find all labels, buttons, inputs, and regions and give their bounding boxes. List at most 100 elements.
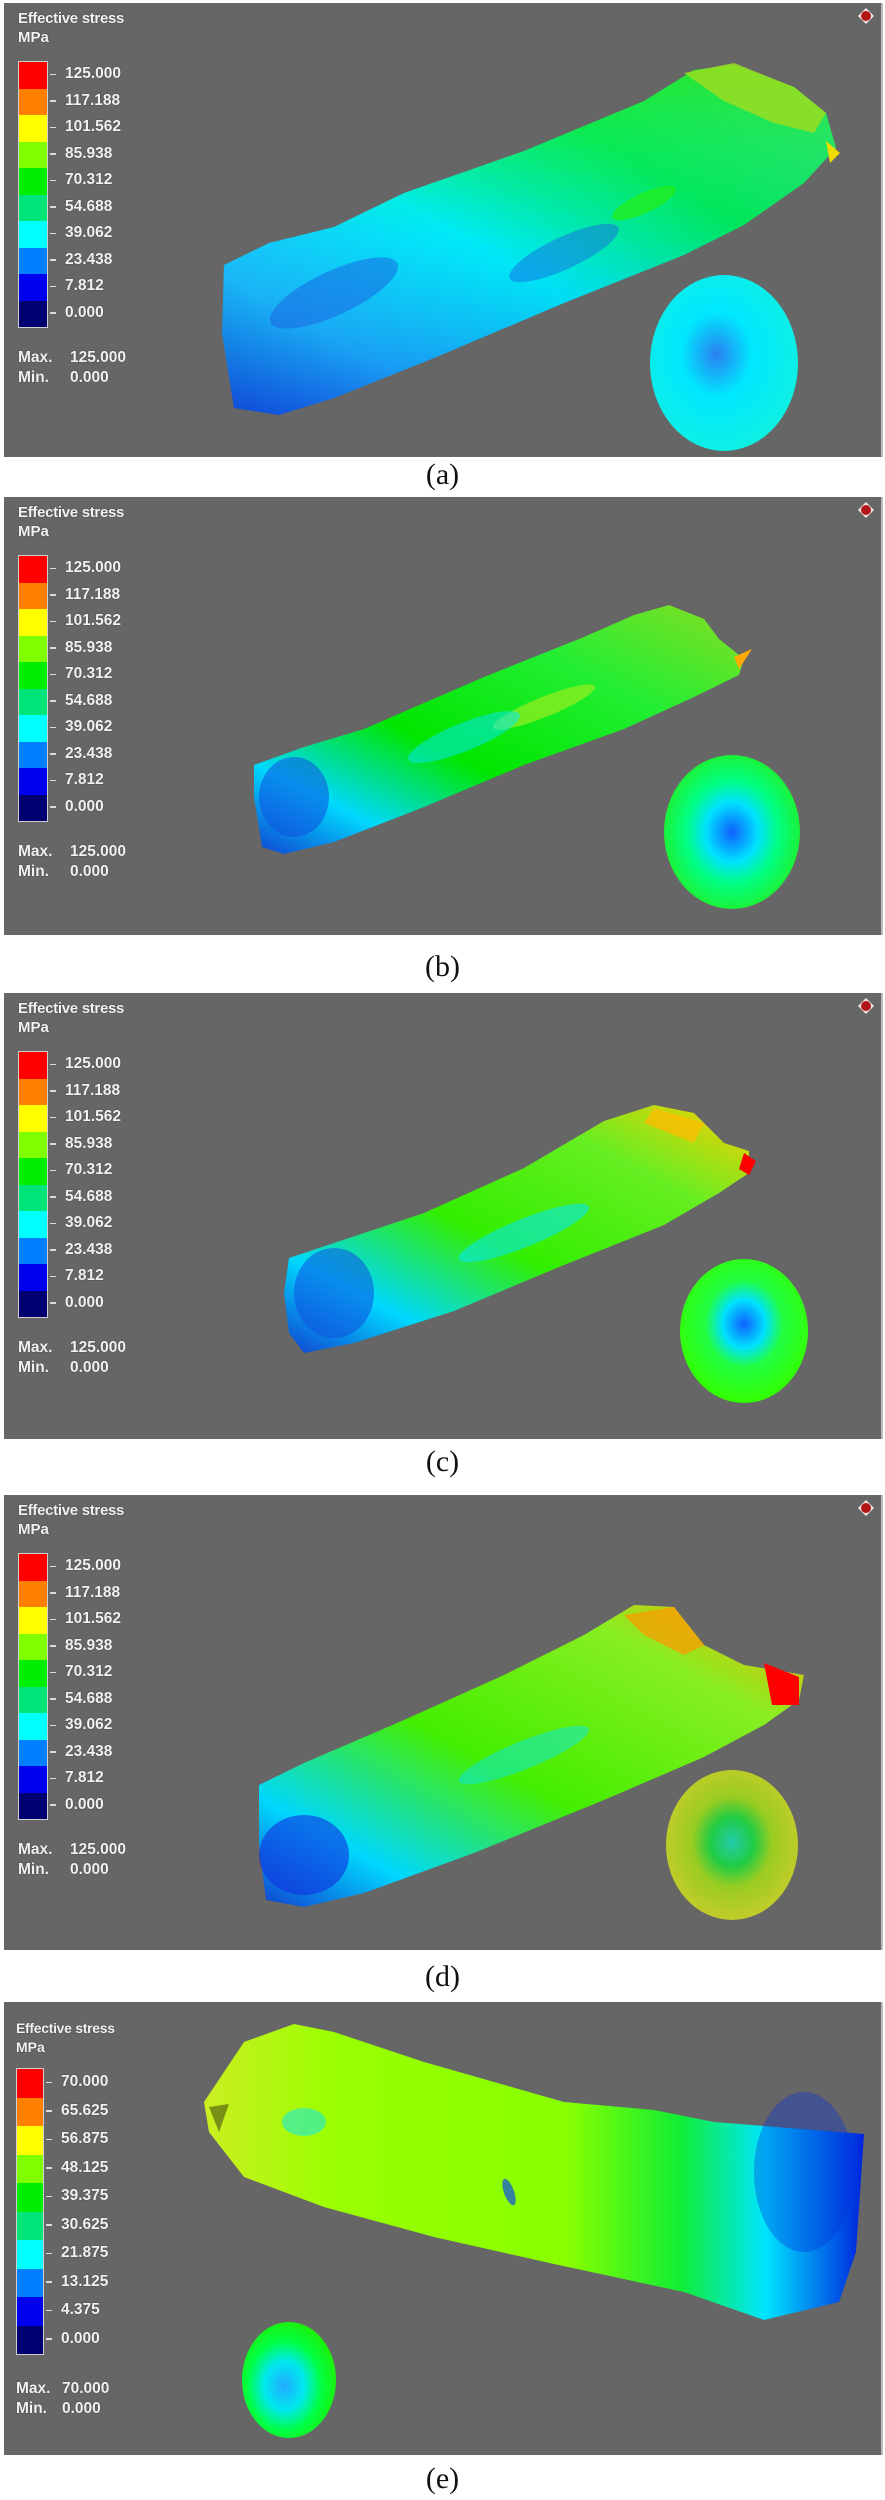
scale-tick: 39.062	[50, 714, 112, 741]
scale-tick: 0.000	[50, 794, 104, 821]
scale-tick: 7.812	[50, 273, 104, 300]
color-scale: 125.000 117.188 101.562 85.938 70.312 54…	[18, 1553, 218, 1820]
min-label: Min.	[16, 2400, 47, 2417]
scale-tick: 85.938	[50, 635, 112, 662]
color-bar	[18, 1553, 48, 1820]
scale-tick: 48.125	[46, 2154, 108, 2183]
legend-title: Effective stress	[18, 10, 125, 27]
scale-tick: 117.188	[50, 582, 120, 609]
scale-tick: 7.812	[50, 1263, 104, 1290]
stress-contour-body	[254, 605, 800, 909]
color-scale: 125.000 117.188 101.562 85.938 70.312 54…	[18, 61, 218, 328]
legend-title: Effective stress	[16, 2020, 115, 2036]
scale-tick: 54.688	[50, 1686, 112, 1713]
scale-tick: 39.375	[46, 2182, 108, 2211]
scale-tick: 23.438	[50, 741, 112, 768]
min-label: Min.	[18, 863, 49, 880]
scale-tick: 0.000	[46, 2325, 100, 2354]
legend-title: Effective stress	[18, 504, 125, 521]
scale-tick: 0.000	[50, 1290, 104, 1317]
panel-b: Effective stress MPa 125.000 117.188 101…	[4, 497, 883, 935]
min-value: 0.000	[70, 1359, 109, 1376]
caption-e: (e)	[425, 2462, 460, 2495]
max-label: Max.	[16, 2380, 51, 2397]
scale-tick: 101.562	[50, 1104, 121, 1131]
panel-d: Effective stress MPa 125.000 117.188 101…	[4, 1495, 883, 1950]
scale-tick: 13.125	[46, 2268, 108, 2297]
scale-tick: 101.562	[50, 608, 121, 635]
cross-section-inset	[680, 1259, 808, 1403]
legend-d: Effective stress MPa 125.000 117.188 101…	[18, 1501, 218, 1880]
deform-logo-icon	[858, 502, 874, 518]
scale-tick: 23.438	[50, 1237, 112, 1264]
min-label: Min.	[18, 369, 49, 386]
legend-b: Effective stress MPa 125.000 117.188 101…	[18, 503, 218, 882]
scale-tick: 85.938	[50, 1633, 112, 1660]
scale-tick: 101.562	[50, 1606, 121, 1633]
legend-unit: MPa	[18, 1019, 49, 1036]
scale-tick: 85.938	[50, 1131, 112, 1158]
stress-contour-body	[284, 1105, 808, 1403]
scale-tick: 23.438	[50, 247, 112, 274]
min-label: Min.	[18, 1359, 49, 1376]
scale-tick: 117.188	[50, 1580, 120, 1607]
cross-section-inset	[666, 1770, 798, 1920]
max-value: 125.000	[70, 1339, 127, 1356]
scale-tick: 125.000	[50, 61, 121, 88]
panel-c: Effective stress MPa 125.000 117.188 101…	[4, 993, 883, 1439]
scale-tick: 70.000	[46, 2068, 108, 2097]
legend-unit: MPa	[18, 523, 49, 540]
scale-tick: 21.875	[46, 2239, 108, 2268]
scale-tick: 125.000	[50, 1051, 121, 1078]
legend-c: Effective stress MPa 125.000 117.188 101…	[18, 999, 218, 1378]
min-label: Min.	[18, 1861, 49, 1878]
cross-section-inset	[650, 275, 798, 451]
min-value: 0.000	[70, 369, 109, 386]
legend-unit: MPa	[18, 29, 49, 46]
scale-tick: 30.625	[46, 2211, 108, 2240]
scale-tick: 70.312	[50, 1659, 112, 1686]
scale-tick: 54.688	[50, 1184, 112, 1211]
min-value: 0.000	[70, 1861, 109, 1878]
caption-a: (a)	[425, 458, 460, 491]
scale-tick: 85.938	[50, 141, 112, 168]
scale-tick: 117.188	[50, 1078, 120, 1105]
max-min-values: Max. 70.000 Min. 0.000	[16, 2379, 216, 2419]
scale-tick: 117.188	[50, 88, 120, 115]
max-value: 125.000	[70, 1841, 127, 1858]
scale-tick: 70.312	[50, 1157, 112, 1184]
stress-contour-body	[222, 63, 840, 451]
cross-section-inset	[242, 2322, 336, 2438]
legend-unit: MPa	[18, 1521, 49, 1538]
scale-tick: 7.812	[50, 767, 104, 794]
scale-tick: 54.688	[50, 194, 112, 221]
min-value: 0.000	[62, 2400, 101, 2417]
max-label: Max.	[18, 843, 53, 860]
scale-tick: 70.312	[50, 167, 112, 194]
scale-tick: 65.625	[46, 2097, 108, 2126]
scale-tick: 23.438	[50, 1739, 112, 1766]
caption-d: (d)	[425, 1960, 460, 1993]
scale-tick: 101.562	[50, 114, 121, 141]
max-min-values: Max. 125.000 Min. 0.000	[18, 842, 218, 882]
color-scale: 125.000 117.188 101.562 85.938 70.312 54…	[18, 1051, 218, 1318]
color-bar	[18, 1051, 48, 1318]
stress-contour-body	[204, 2024, 864, 2438]
max-value: 125.000	[70, 349, 127, 366]
panel-e: Effective stress MPa 70.000 65.625 56.87…	[4, 2002, 883, 2455]
scale-tick: 39.062	[50, 1210, 112, 1237]
color-scale: 125.000 117.188 101.562 85.938 70.312 54…	[18, 555, 218, 822]
deform-logo-icon	[858, 8, 874, 24]
scale-tick: 4.375	[46, 2296, 100, 2325]
panel-a: Effective stress MPa 125.000 117.188 101…	[4, 3, 883, 457]
scale-tick: 125.000	[50, 555, 121, 582]
stress-contour-body	[259, 1605, 804, 1920]
scale-tick: 39.062	[50, 1712, 112, 1739]
max-min-values: Max. 125.000 Min. 0.000	[18, 348, 218, 388]
scale-tick: 0.000	[50, 1792, 104, 1819]
color-bar	[18, 61, 48, 328]
legend-title: Effective stress	[18, 1502, 125, 1519]
deform-logo-icon	[858, 1500, 874, 1516]
scale-tick: 56.875	[46, 2125, 108, 2154]
scale-tick: 70.312	[50, 661, 112, 688]
